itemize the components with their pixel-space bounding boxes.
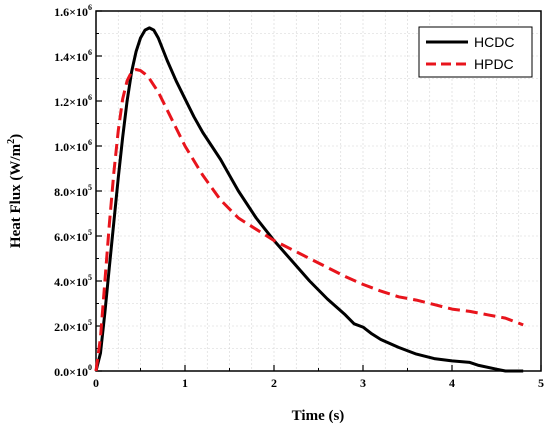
legend-label-hcdc: HCDC	[474, 34, 514, 50]
x-tick-label: 4	[449, 376, 455, 390]
x-axis-title: Time (s)	[292, 408, 345, 424]
y-tick-label: 1.2×106	[54, 93, 92, 109]
legend-label-hpdc: HPDC	[474, 56, 514, 72]
grid-lines	[95, 10, 542, 372]
y-tick-label: 1.0×106	[54, 138, 92, 154]
y-axis-title-end: )	[8, 134, 24, 139]
y-tick-label: 1.4×106	[54, 48, 92, 64]
series-lines	[94, 26, 524, 373]
x-tick-label: 3	[360, 376, 366, 390]
y-tick-label: 6.0×105	[54, 228, 92, 244]
series-line-hpdc	[94, 68, 524, 372]
y-tick-label: 2.0×105	[54, 318, 92, 334]
x-tick-label: 5	[538, 376, 544, 390]
y-axis-title-sup: 2	[6, 139, 17, 144]
y-axis-title-main: Heat Flux (W/m	[8, 143, 24, 248]
x-tick-label: 0	[93, 376, 99, 390]
x-tick-label: 1	[182, 376, 188, 390]
x-tick-label: 2	[271, 376, 277, 390]
y-tick-label: 4.0×105	[54, 273, 92, 289]
y-tick-label: 1.6×106	[54, 3, 92, 19]
legend-box	[418, 26, 533, 78]
series-line-hcdc	[94, 26, 524, 373]
y-axis-title: Heat Flux (W/m2)	[6, 134, 24, 248]
y-tick-label: 8.0×105	[54, 183, 92, 199]
legend: HCDC HPDC	[418, 26, 533, 78]
y-tick-label: 0.0×100	[54, 363, 92, 379]
